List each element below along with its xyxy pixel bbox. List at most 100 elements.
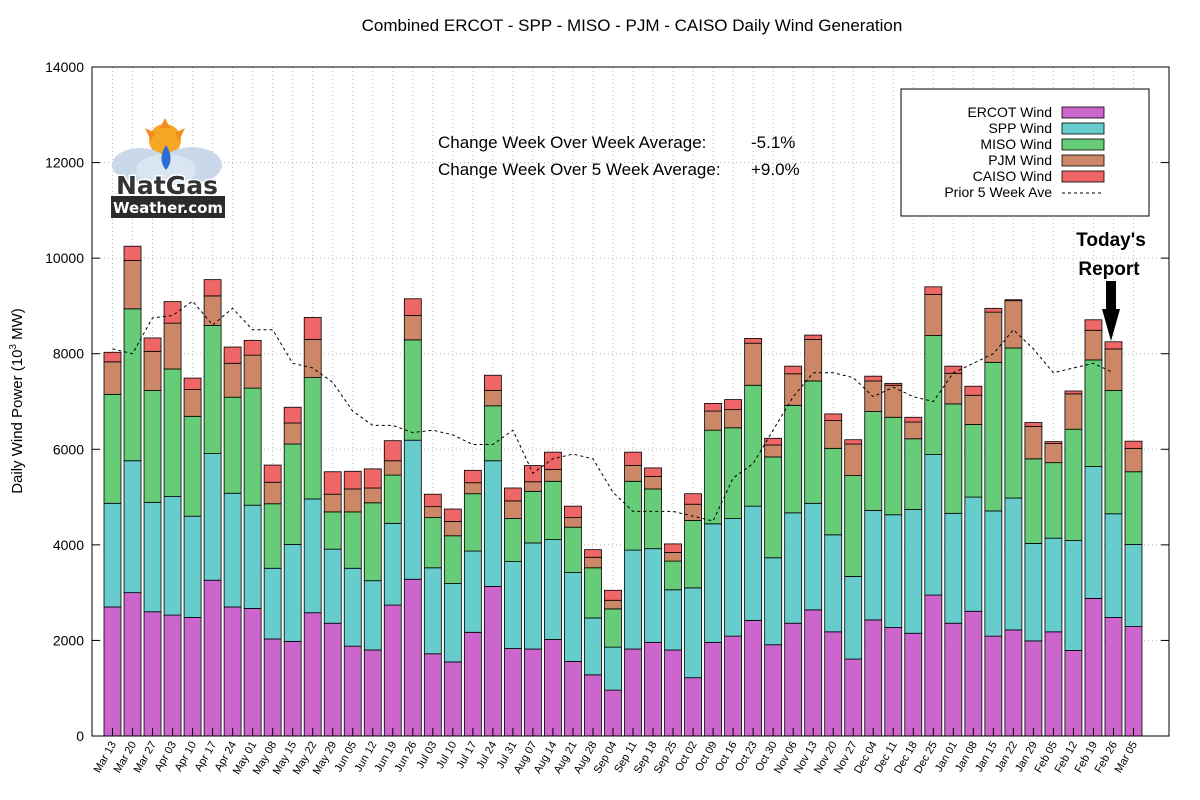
bar-spp-wind [724,518,743,637]
bar-pjm-wind [544,468,562,482]
bar-spp-wind [283,543,302,642]
bar-spp-wind [884,514,903,628]
bar-ercot-wind [103,606,122,737]
bar-spp-wind [904,509,923,634]
legend-swatch [1061,154,1105,167]
bar-caiso-wind [243,339,262,356]
bar-ercot-wind [183,617,202,737]
bar-ercot-wind [1004,629,1023,737]
bar-spp-wind [524,542,542,650]
bar-ercot-wind [964,610,983,737]
bar-ercot-wind [624,648,642,737]
bar-miso-wind [544,480,562,541]
bar-pjm-wind [804,338,823,382]
bar-pjm-wind [944,372,963,405]
bar-pjm-wind [163,322,182,370]
bar-spp-wind [684,587,702,679]
legend-swatch [1061,106,1105,119]
legend-label: CAISO Wind [973,168,1052,184]
bar-miso-wind [604,608,622,648]
bar-caiso-wind [964,385,983,396]
bar-ercot-wind [1044,631,1063,737]
y-tick-label: 10000 [45,250,84,266]
todays-report-line1: Today's [1076,230,1146,251]
logo-name-part1: NatGas [116,171,218,200]
bar-miso-wind [1024,458,1043,544]
bar-ercot-wind [524,648,542,737]
bar-pjm-wind [524,481,542,492]
bar-caiso-wind [1044,441,1063,444]
bar-ercot-wind [323,622,342,737]
bar-miso-wind [564,526,582,573]
bar-spp-wind [744,505,763,621]
bar-ercot-wind [544,639,562,737]
bar-miso-wind [684,520,702,589]
logo-name-part2: Weather.com [113,199,223,217]
bar-caiso-wind [283,406,302,424]
bar-pjm-wind [664,552,682,562]
legend-label: SPP Wind [988,120,1052,136]
bar-miso-wind [924,335,943,455]
bar-caiso-wind [644,467,662,477]
sun-icon [145,118,185,156]
bar-ercot-wind [564,661,582,737]
bar-spp-wind [804,502,823,611]
bar-spp-wind [143,501,162,613]
flame-icon [161,145,171,170]
bar-pjm-wind [904,421,923,440]
bar-spp-wind [423,567,442,655]
logo-banner [111,196,225,218]
bar-pjm-wind [203,295,222,326]
bar-pjm-wind [463,482,482,495]
bar-pjm-wind [1044,443,1063,464]
bar-miso-wind [323,511,342,550]
bar-ercot-wind [944,622,963,737]
y-tick-label: 4000 [53,537,84,553]
legend-box [900,88,1150,217]
y-tick-label: 12000 [45,155,84,171]
bar-pjm-wind [604,599,622,610]
legend-label: Prior 5 Week Ave [944,184,1052,200]
y-tick-label: 6000 [53,441,84,457]
bar-ercot-wind [924,594,943,737]
bar-miso-wind [704,429,722,525]
bar-caiso-wind [864,375,883,382]
bar-pjm-wind [183,389,202,417]
bar-spp-wind [223,492,242,608]
bar-pjm-wind [303,338,322,379]
bar-caiso-wind [824,413,843,422]
chart-title: Combined ERCOT - SPP - MISO - PJM - CAIS… [362,16,903,35]
bar-miso-wind [243,387,262,506]
bar-ercot-wind [263,638,282,737]
bar-miso-wind [343,511,362,569]
bar-miso-wind [624,480,642,551]
bar-spp-wind [544,539,562,640]
bar-miso-wind [804,380,823,504]
bar-spp-wind [624,549,642,650]
bar-ercot-wind [884,627,903,737]
bar-spp-wind [584,617,602,676]
bar-miso-wind [483,405,502,462]
bar-ercot-wind [423,653,442,737]
bar-caiso-wind [143,337,162,352]
bar-miso-wind [524,490,542,544]
bar-pjm-wind [1084,329,1103,361]
bar-ercot-wind [203,579,222,737]
bar-spp-wind [443,583,462,663]
bar-caiso-wind [1124,440,1143,449]
bar-spp-wind [363,580,382,651]
bar-pjm-wind [1124,447,1143,473]
bar-ercot-wind [644,641,662,737]
bar-caiso-wind [103,351,122,363]
bar-pjm-wind [443,521,462,537]
todays-report-line2: Report [1078,259,1140,280]
bar-caiso-wind [544,451,562,470]
bar-caiso-wind [443,508,462,522]
y-tick-label: 8000 [53,346,84,362]
bar-ercot-wind [443,661,462,737]
bar-pjm-wind [263,481,282,505]
bar-caiso-wind [1004,299,1023,302]
bar-miso-wind [824,447,843,536]
bar-caiso-wind [163,301,182,324]
